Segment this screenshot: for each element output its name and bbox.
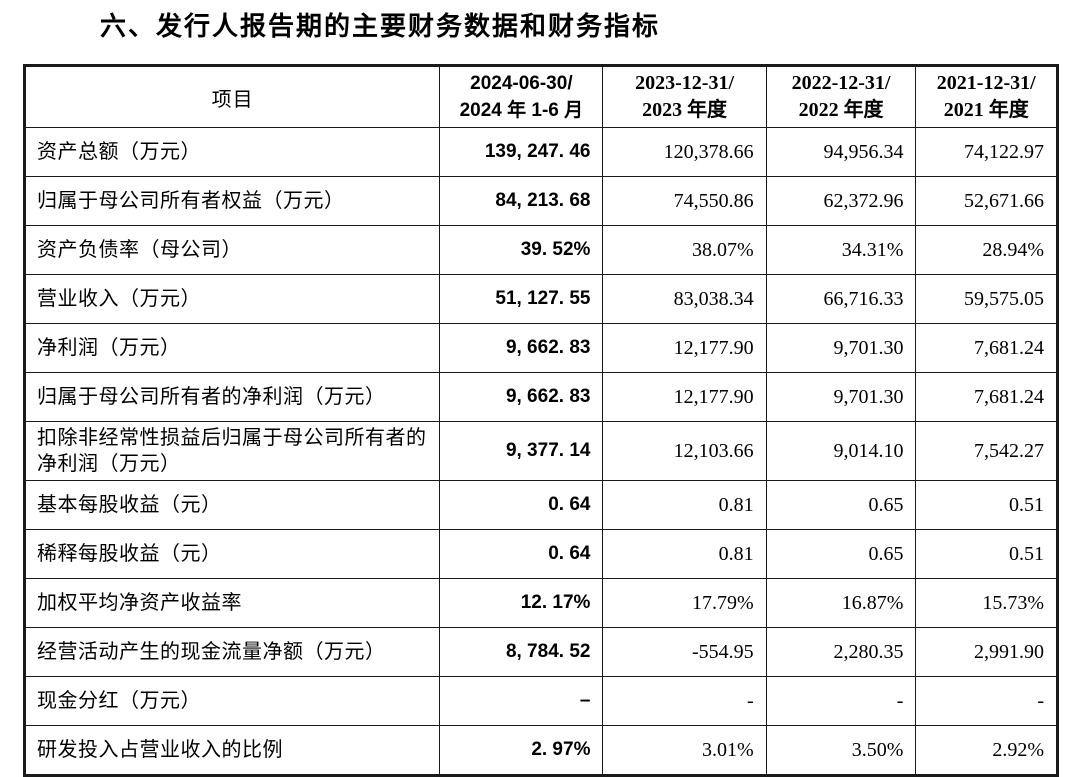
- header-period-2023-span: 2023 年度: [642, 99, 728, 121]
- header-period-2023-date: 2023-12-31/: [635, 72, 735, 94]
- table-row-operating-cash-flow: 经营活动产生的现金流量净额（万元） 8, 784. 52 -554.95 2,2…: [23, 627, 1058, 677]
- value-cell-2023: 120,378.66: [602, 127, 767, 177]
- value-cell-2021: 7,542.27: [915, 421, 1058, 481]
- value-cell-2021: 7,681.24: [915, 323, 1058, 373]
- value-cell-2024: –: [439, 676, 604, 726]
- financial-table: 项目 2024-06-30/ 2024 年 1-6 月 2023-12-31/ …: [23, 64, 1059, 777]
- value-cell-2023: 12,177.90: [602, 372, 767, 422]
- table-row-cash-dividend: 现金分红（万元） – - - -: [23, 676, 1058, 726]
- value-cell-2021: 2.92%: [915, 725, 1058, 776]
- value-cell-2023: 17.79%: [602, 578, 767, 628]
- document-page: 六、发行人报告期的主要财务数据和财务指标 项目 2024-06-30/ 2024…: [23, 11, 1059, 777]
- value-cell-2022: 2,280.35: [765, 627, 917, 677]
- value-cell-2023: 12,177.90: [602, 323, 767, 373]
- table-row-parent-equity: 归属于母公司所有者权益（万元） 84, 213. 68 74,550.86 62…: [23, 176, 1058, 226]
- value-cell-2023: -: [602, 676, 767, 726]
- header-period-2024-span: 2024 年 1-6 月: [459, 100, 584, 121]
- row-label: 归属于母公司所有者的净利润（万元）: [23, 372, 441, 422]
- value-cell-2021: 0.51: [915, 480, 1058, 530]
- value-cell-2022: 34.31%: [765, 225, 917, 275]
- value-cell-2023: 3.01%: [602, 725, 767, 776]
- value-cell-2024: 0. 64: [439, 529, 604, 579]
- value-cell-2022: 9,701.30: [765, 323, 917, 373]
- header-item-label: 项目: [211, 88, 254, 111]
- value-cell-2022: 62,372.96: [765, 176, 917, 226]
- header-period-2022-span: 2022 年度: [798, 99, 884, 121]
- value-cell-2022: -: [765, 676, 917, 726]
- table-row-deducted-net-profit: 扣除非经常性损益后归属于母公司所有者的净利润（万元） 9, 377. 14 12…: [23, 421, 1058, 481]
- value-cell-2023: 38.07%: [602, 225, 767, 275]
- value-cell-2023: -554.95: [602, 627, 767, 677]
- table-row-net-profit: 净利润（万元） 9, 662. 83 12,177.90 9,701.30 7,…: [23, 323, 1058, 373]
- row-label: 稀释每股收益（元）: [23, 529, 441, 579]
- value-cell-2024: 9, 662. 83: [439, 372, 604, 422]
- value-cell-2022: 3.50%: [765, 725, 917, 776]
- row-label: 净利润（万元）: [23, 323, 441, 373]
- value-cell-2021: 28.94%: [915, 225, 1058, 275]
- value-cell-2024: 8, 784. 52: [439, 627, 604, 677]
- row-label: 研发投入占营业收入的比例: [23, 725, 441, 776]
- row-label: 基本每股收益（元）: [23, 480, 441, 530]
- value-cell-2024: 39. 52%: [439, 225, 604, 275]
- value-cell-2021: 15.73%: [915, 578, 1058, 628]
- row-label: 归属于母公司所有者权益（万元）: [23, 176, 441, 226]
- row-label: 加权平均净资产收益率: [23, 578, 441, 628]
- header-period-2022: 2022-12-31/ 2022 年度: [765, 65, 917, 128]
- row-label: 经营活动产生的现金流量净额（万元）: [23, 627, 441, 677]
- value-cell-2023: 12,103.66: [602, 421, 767, 481]
- value-cell-2022: 94,956.34: [765, 127, 917, 177]
- header-period-2021-date: 2021-12-31/: [936, 72, 1036, 94]
- value-cell-2021: -: [915, 676, 1058, 726]
- value-cell-2023: 83,038.34: [602, 274, 767, 324]
- row-label: 扣除非经常性损益后归属于母公司所有者的净利润（万元）: [23, 421, 441, 481]
- value-cell-2023: 74,550.86: [602, 176, 767, 226]
- table-row-diluted-eps: 稀释每股收益（元） 0. 64 0.81 0.65 0.51: [23, 529, 1058, 579]
- value-cell-2022: 0.65: [765, 529, 917, 579]
- value-cell-2022: 9,014.10: [765, 421, 917, 481]
- value-cell-2023: 0.81: [602, 480, 767, 530]
- value-cell-2024: 9, 662. 83: [439, 323, 604, 373]
- header-period-2022-date: 2022-12-31/: [791, 72, 891, 94]
- value-cell-2021: 59,575.05: [915, 274, 1058, 324]
- header-period-2021: 2021-12-31/ 2021 年度: [915, 65, 1058, 128]
- value-cell-2023: 0.81: [602, 529, 767, 579]
- table-row-weighted-roe: 加权平均净资产收益率 12. 17% 17.79% 16.87% 15.73%: [23, 578, 1058, 628]
- row-label: 现金分红（万元）: [23, 676, 441, 726]
- value-cell-2024: 51, 127. 55: [439, 274, 604, 324]
- value-cell-2021: 74,122.97: [915, 127, 1058, 177]
- value-cell-2024: 2. 97%: [439, 725, 604, 776]
- value-cell-2021: 7,681.24: [915, 372, 1058, 422]
- value-cell-2024: 12. 17%: [439, 578, 604, 628]
- table-row-parent-net-profit: 归属于母公司所有者的净利润（万元） 9, 662. 83 12,177.90 9…: [23, 372, 1058, 422]
- value-cell-2021: 52,671.66: [915, 176, 1058, 226]
- header-row: 项目 2024-06-30/ 2024 年 1-6 月 2023-12-31/ …: [23, 65, 1058, 128]
- value-cell-2024: 0. 64: [439, 480, 604, 530]
- header-period-2024-date: 2024-06-30/: [470, 73, 573, 94]
- row-label: 营业收入（万元）: [23, 274, 441, 324]
- table-row-rd-ratio: 研发投入占营业收入的比例 2. 97% 3.01% 3.50% 2.92%: [23, 725, 1058, 776]
- value-cell-2021: 0.51: [915, 529, 1058, 579]
- value-cell-2022: 66,716.33: [765, 274, 917, 324]
- value-cell-2021: 2,991.90: [915, 627, 1058, 677]
- header-period-2023: 2023-12-31/ 2023 年度: [602, 65, 767, 128]
- table-row-basic-eps: 基本每股收益（元） 0. 64 0.81 0.65 0.51: [23, 480, 1058, 530]
- value-cell-2024: 84, 213. 68: [439, 176, 604, 226]
- value-cell-2022: 0.65: [765, 480, 917, 530]
- value-cell-2024: 9, 377. 14: [439, 421, 604, 481]
- value-cell-2022: 16.87%: [765, 578, 917, 628]
- row-label: 资产负债率（母公司）: [23, 225, 441, 275]
- row-label: 资产总额（万元）: [23, 127, 441, 177]
- header-period-2021-span: 2021 年度: [943, 99, 1029, 121]
- header-period-2024: 2024-06-30/ 2024 年 1-6 月: [439, 65, 604, 128]
- value-cell-2022: 9,701.30: [765, 372, 917, 422]
- header-item: 项目: [23, 65, 441, 128]
- value-cell-2024: 139, 247. 46: [439, 127, 604, 177]
- table-row-revenue: 营业收入（万元） 51, 127. 55 83,038.34 66,716.33…: [23, 274, 1058, 324]
- table-row-debt-ratio: 资产负债率（母公司） 39. 52% 38.07% 34.31% 28.94%: [23, 225, 1058, 275]
- table-row-total-assets: 资产总额（万元） 139, 247. 46 120,378.66 94,956.…: [23, 127, 1058, 177]
- section-title: 六、发行人报告期的主要财务数据和财务指标: [100, 11, 661, 41]
